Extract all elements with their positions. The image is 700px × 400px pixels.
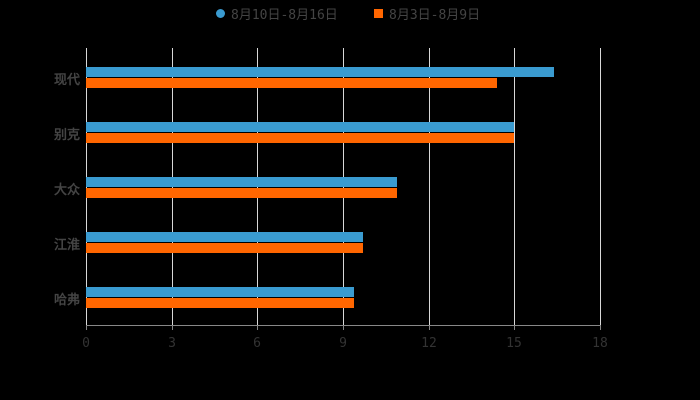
category-label: 别克 bbox=[53, 128, 80, 143]
x-tick-label: 15 bbox=[506, 336, 522, 351]
x-tick-label: 0 bbox=[82, 336, 90, 351]
bar-series-1[interactable] bbox=[86, 232, 363, 242]
axis-tick bbox=[600, 325, 601, 330]
legend-label: 8月3日-8月9日 bbox=[389, 8, 481, 23]
category-label: 大众 bbox=[53, 183, 80, 198]
bar-series-1[interactable] bbox=[86, 122, 514, 132]
bar-series-2[interactable] bbox=[86, 188, 397, 198]
legend-item-series-2[interactable]: 8月3日-8月9日 bbox=[374, 4, 480, 23]
axis-tick bbox=[429, 325, 430, 330]
bar-series-2[interactable] bbox=[86, 133, 514, 143]
axis-tick bbox=[172, 325, 173, 330]
gridline bbox=[429, 48, 430, 325]
axis-tick bbox=[343, 325, 344, 330]
bar-series-1[interactable] bbox=[86, 177, 397, 187]
gridline bbox=[514, 48, 515, 325]
x-tick-label: 12 bbox=[421, 336, 437, 351]
x-tick-label: 3 bbox=[168, 336, 176, 351]
bar-series-2[interactable] bbox=[86, 243, 363, 253]
axis-tick bbox=[257, 325, 258, 330]
axis-tick bbox=[514, 325, 515, 330]
legend: 8月10日-8月16日 8月3日-8月9日 bbox=[0, 4, 700, 24]
axis-tick bbox=[86, 325, 87, 330]
x-axis bbox=[86, 325, 600, 326]
category-label: 哈弗 bbox=[53, 293, 80, 308]
category-label: 江淮 bbox=[53, 238, 80, 253]
bar-series-2[interactable] bbox=[86, 298, 354, 308]
circle-marker-icon bbox=[216, 9, 225, 18]
legend-item-series-1[interactable]: 8月10日-8月16日 bbox=[216, 4, 338, 23]
gridline bbox=[600, 48, 601, 325]
bar-series-2[interactable] bbox=[86, 78, 497, 88]
x-tick-label: 18 bbox=[592, 336, 608, 351]
legend-label: 8月10日-8月16日 bbox=[231, 8, 338, 23]
category-label: 现代 bbox=[53, 73, 80, 88]
square-marker-icon bbox=[374, 9, 383, 18]
x-tick-label: 6 bbox=[253, 336, 261, 351]
x-tick-label: 9 bbox=[339, 336, 347, 351]
bar-series-1[interactable] bbox=[86, 67, 554, 77]
bar-series-1[interactable] bbox=[86, 287, 354, 297]
